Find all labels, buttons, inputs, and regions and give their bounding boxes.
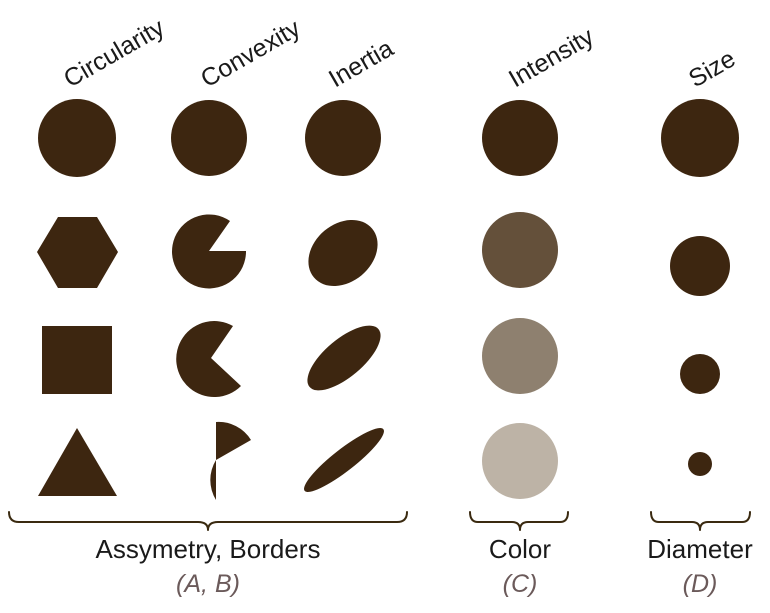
size-tiny bbox=[688, 452, 712, 476]
brace-asymmetry bbox=[9, 512, 407, 530]
group-label-diameter: Diameter bbox=[647, 534, 753, 564]
inertia-ellipse-mild bbox=[295, 206, 391, 299]
group-sublabel-color: (C) bbox=[503, 570, 538, 598]
convexity-pie-notch-small bbox=[172, 214, 246, 288]
size-small bbox=[680, 354, 720, 394]
header-size: Size bbox=[684, 45, 740, 94]
intensity-level-medium-light bbox=[482, 318, 558, 394]
circularity-triangle bbox=[38, 428, 117, 496]
circularity-circle bbox=[38, 99, 116, 177]
circularity-hexagon bbox=[37, 217, 118, 288]
inertia-ellipse-elongated bbox=[298, 421, 390, 500]
group-sublabel-diameter: (D) bbox=[683, 570, 718, 598]
convexity-circle bbox=[171, 100, 247, 176]
convexity-pie-notch-medium bbox=[176, 321, 241, 397]
inertia-circle bbox=[305, 100, 381, 176]
brace-diameter bbox=[651, 512, 750, 530]
circularity-square bbox=[42, 326, 112, 394]
header-inertia: Inertia bbox=[324, 34, 398, 93]
inertia-ellipse-medium bbox=[297, 315, 390, 402]
intensity-level-dark bbox=[482, 100, 558, 176]
intensity-level-light bbox=[482, 423, 558, 499]
header-convexity: Convexity bbox=[196, 14, 305, 93]
intensity-level-medium-dark bbox=[482, 212, 558, 288]
group-label-asymmetry: Assymetry, Borders bbox=[96, 534, 321, 564]
size-large bbox=[661, 99, 739, 177]
header-circularity: Circularity bbox=[59, 13, 170, 93]
group-sublabel-asymmetry: (A, B) bbox=[176, 570, 240, 598]
brace-color bbox=[470, 512, 568, 530]
group-label-color: Color bbox=[489, 534, 551, 564]
size-medium bbox=[670, 236, 730, 296]
convexity-pie-notch-large bbox=[210, 422, 251, 500]
header-intensity: Intensity bbox=[504, 22, 599, 93]
